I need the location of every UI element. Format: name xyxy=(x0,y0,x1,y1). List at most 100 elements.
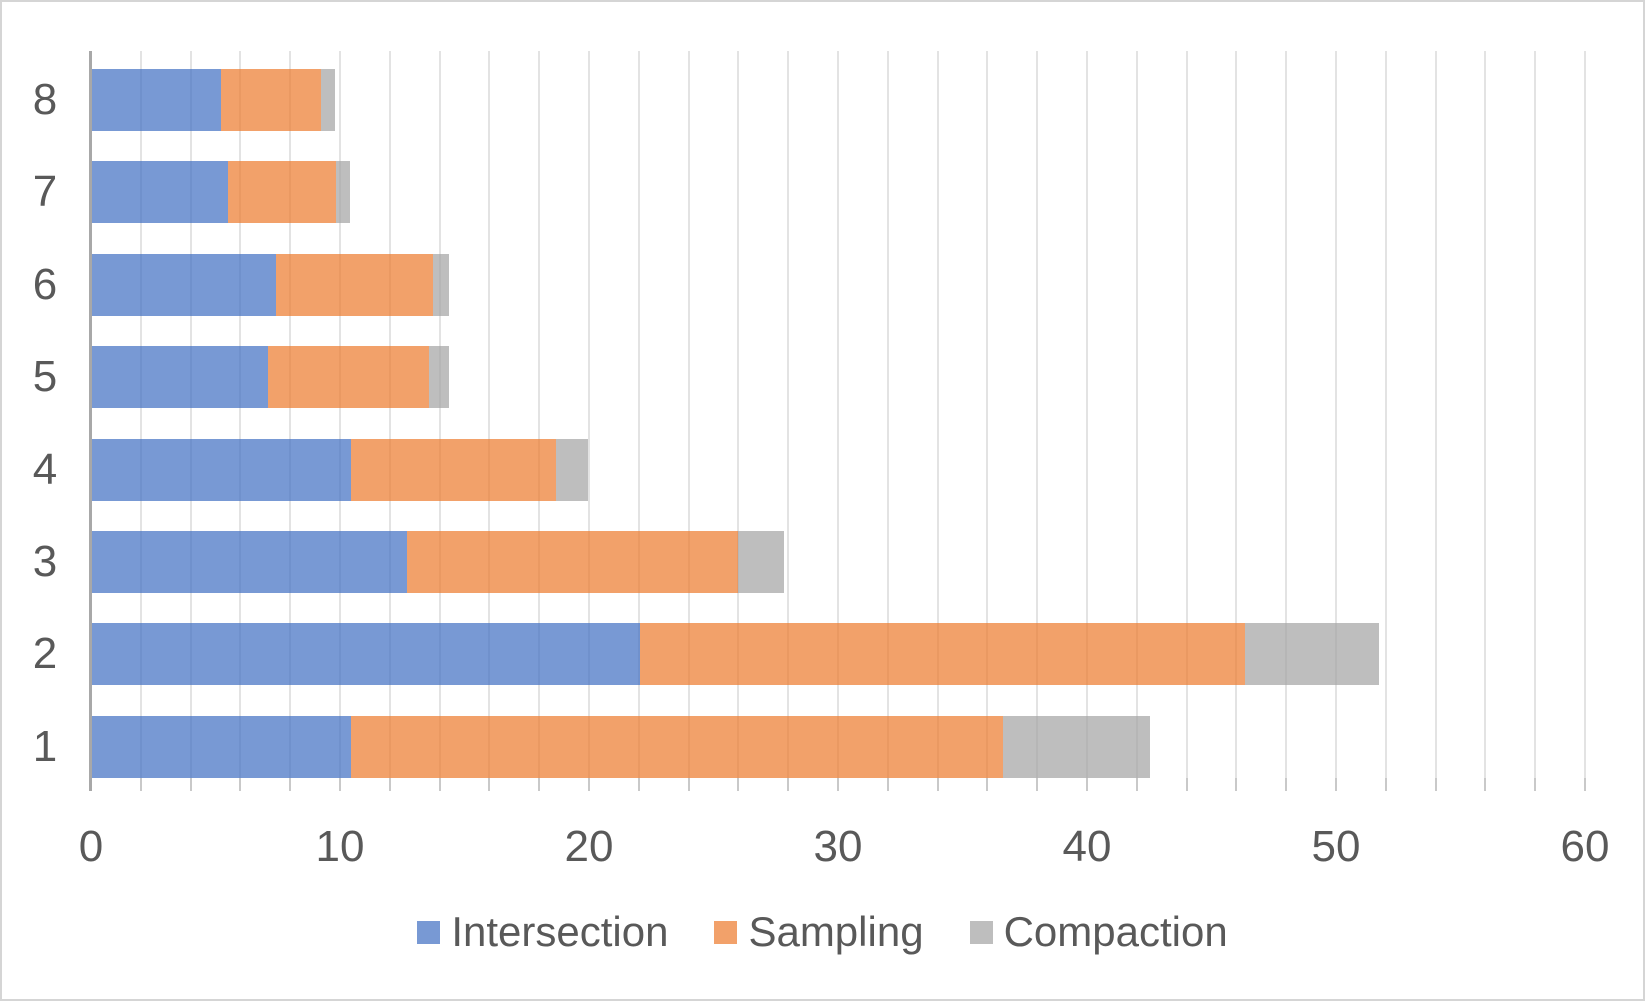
legend-item-compaction: Compaction xyxy=(969,909,1228,955)
x-axis-tick xyxy=(1584,778,1586,791)
bar-row-category-2 xyxy=(2,623,1643,686)
gridline xyxy=(1434,51,1437,778)
bar-segment-sampling xyxy=(350,715,1004,778)
x-tick-label: 20 xyxy=(564,822,614,871)
gridline xyxy=(438,51,441,778)
bar-row-category-4 xyxy=(2,438,1643,501)
gridline xyxy=(488,51,491,778)
bar-segment-intersection xyxy=(92,161,228,224)
x-axis-tick xyxy=(1036,778,1039,791)
x-tick-label: 50 xyxy=(1311,822,1361,871)
x-axis-tick xyxy=(1135,778,1138,791)
gridline xyxy=(1584,51,1586,778)
bar-segment-compaction xyxy=(336,161,350,224)
x-axis-tick xyxy=(687,778,690,791)
gridline xyxy=(687,51,690,778)
bar-row-category-5 xyxy=(2,346,1643,409)
x-axis-tick xyxy=(986,778,989,791)
bar-segment-compaction xyxy=(321,69,335,131)
x-axis-tick xyxy=(1285,778,1288,791)
x-axis-tick xyxy=(388,778,391,791)
bar-segment-intersection xyxy=(92,438,351,501)
legend-item-sampling: Sampling xyxy=(714,908,924,955)
legend-swatch-icon xyxy=(714,920,738,944)
legend-item-intersection: Intersection xyxy=(417,909,668,955)
x-axis-tick xyxy=(438,778,441,791)
bar-segment-sampling xyxy=(639,623,1245,686)
gridline xyxy=(588,51,590,778)
x-axis-tick xyxy=(1235,778,1238,791)
gridline xyxy=(886,51,889,778)
x-axis-tick xyxy=(1384,778,1387,791)
x-axis-tick xyxy=(239,778,242,791)
bar-segment-sampling xyxy=(227,161,337,224)
x-tick-label: 40 xyxy=(1062,822,1112,871)
bar-segment-compaction xyxy=(738,531,785,593)
gridline xyxy=(538,51,541,778)
x-axis-tick xyxy=(1434,778,1437,791)
x-tick-label: 60 xyxy=(1560,822,1610,871)
y-category-label: 1 xyxy=(32,721,58,771)
gridline xyxy=(787,51,790,778)
bar-segment-intersection xyxy=(92,623,640,686)
gridline xyxy=(189,51,192,778)
bar-segment-intersection xyxy=(92,253,277,316)
y-category-label: 2 xyxy=(32,629,58,679)
legend-swatch-icon xyxy=(969,920,993,944)
gridline xyxy=(1335,51,1337,778)
gridline xyxy=(388,51,391,778)
gridline xyxy=(936,51,939,778)
y-category-label: 5 xyxy=(32,352,58,402)
x-axis-tick xyxy=(1534,778,1537,791)
bar-segment-compaction xyxy=(433,253,450,316)
x-axis-tick xyxy=(1185,778,1188,791)
gridline xyxy=(1185,51,1188,778)
x-axis-tick xyxy=(189,778,192,791)
x-axis-tick xyxy=(886,778,889,791)
gridline xyxy=(1086,51,1088,778)
x-axis-tick xyxy=(1484,778,1487,791)
x-axis-tick xyxy=(538,778,541,791)
x-tick-label: 30 xyxy=(813,822,863,871)
x-axis-tick xyxy=(936,778,939,791)
gridline xyxy=(1235,51,1238,778)
x-axis-tick xyxy=(837,778,839,791)
bar-segment-sampling xyxy=(350,438,557,501)
bar-segment-compaction xyxy=(556,438,588,501)
gridline xyxy=(737,51,740,778)
gridline xyxy=(1484,51,1487,778)
bar-segment-sampling xyxy=(221,69,322,131)
x-axis-tick xyxy=(637,778,640,791)
y-axis-line xyxy=(89,51,92,791)
y-category-label: 4 xyxy=(32,444,58,494)
gridline xyxy=(289,51,292,778)
x-axis-tick xyxy=(488,778,491,791)
bar-segment-sampling xyxy=(406,531,739,593)
legend-label: Sampling xyxy=(748,908,924,955)
bar-segment-intersection xyxy=(92,531,407,593)
bar-segment-intersection xyxy=(92,69,222,131)
x-axis-tick xyxy=(737,778,740,791)
bar-row-category-7 xyxy=(2,161,1643,224)
gridline xyxy=(986,51,989,778)
x-axis-tick xyxy=(787,778,790,791)
gridline xyxy=(637,51,640,778)
gridline xyxy=(1036,51,1039,778)
y-category-label: 8 xyxy=(32,75,58,124)
y-category-label: 7 xyxy=(32,167,58,217)
gridline xyxy=(1384,51,1387,778)
bar-segment-intersection xyxy=(92,715,351,778)
legend-label: Intersection xyxy=(451,908,669,955)
gridline xyxy=(1135,51,1138,778)
x-axis-tick xyxy=(1335,778,1337,791)
x-axis-tick xyxy=(289,778,292,791)
x-axis-tick xyxy=(1086,778,1088,791)
y-category-label: 3 xyxy=(32,537,58,586)
bar-row-category-3 xyxy=(2,531,1643,593)
gridline xyxy=(1285,51,1288,778)
gridline xyxy=(837,51,839,778)
